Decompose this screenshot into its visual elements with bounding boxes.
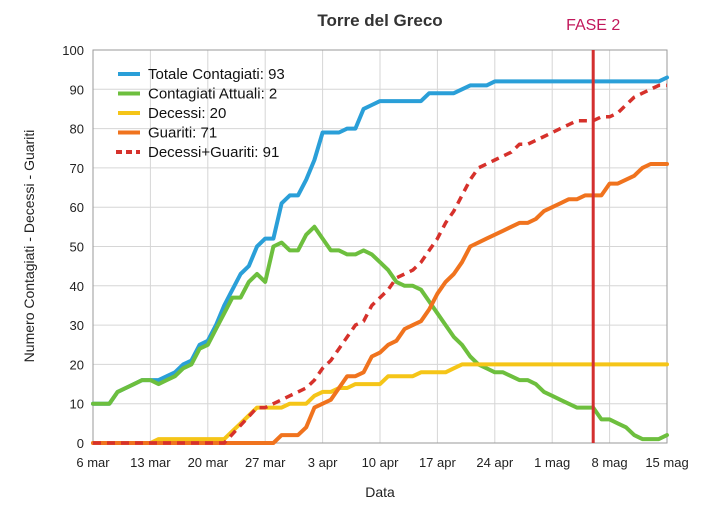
x-tick-labels: 6 mar 13 mar 20 mar 27 mar 3 apr 10 apr 17 apr…	[76, 455, 688, 470]
y-tick-label: 90	[70, 82, 84, 97]
legend-label-1: Totale Contagiati: 93	[148, 66, 285, 83]
x-tick-label: 20 mar	[188, 455, 229, 470]
series-layer	[91, 75, 669, 445]
x-tick-label: 17 apr	[419, 455, 457, 470]
y-tick-label: 10	[70, 397, 84, 412]
fase2-label: FASE 2	[566, 17, 620, 34]
x-tick-label: 8 mag	[592, 455, 628, 470]
y-tick-label: 30	[70, 318, 84, 333]
legend-label-2: Contagiati Attuali: 2	[148, 86, 277, 103]
series-line-5	[93, 83, 667, 445]
x-tick-label: 15 mag	[645, 455, 688, 470]
annotation-layer: FASE 2	[566, 17, 620, 443]
y-tick-label: 70	[70, 161, 84, 176]
y-tick-label: 40	[70, 279, 84, 294]
x-tick-label: 3 apr	[308, 455, 338, 470]
chart-title: Torre del Greco	[317, 11, 442, 30]
y-tick-label: 100	[62, 43, 84, 58]
y-tick-label: 60	[70, 200, 84, 215]
y-tick-label: 80	[70, 122, 84, 137]
y-axis-label: Numero Contagiati - Decessi - Guariti	[21, 130, 37, 363]
legend: Totale Contagiati: 93 Contagiati Attuali:…	[116, 66, 285, 161]
x-tick-label: 13 mar	[130, 455, 171, 470]
x-tick-label: 27 mar	[245, 455, 286, 470]
x-axis-label: Data	[365, 484, 395, 500]
x-tick-label: 24 apr	[476, 455, 514, 470]
plot-frame	[92, 49, 668, 444]
x-tick-label: 6 mar	[76, 455, 110, 470]
legend-label-5: Decessi+Guariti: 91	[148, 144, 279, 161]
y-tick-labels: 0 10 20 30 40 50 60 70 80 90 100	[62, 43, 84, 451]
x-tick-label: 10 apr	[362, 455, 400, 470]
y-tick-label: 0	[77, 436, 84, 451]
x-tick-label: 1 mag	[534, 455, 570, 470]
series-line-2	[91, 224, 669, 442]
y-tick-label: 20	[70, 357, 84, 372]
series-line-4	[91, 162, 669, 445]
legend-label-4: Guariti: 71	[148, 125, 217, 142]
legend-label-3: Decessi: 20	[148, 105, 226, 122]
y-tick-label: 50	[70, 240, 84, 255]
